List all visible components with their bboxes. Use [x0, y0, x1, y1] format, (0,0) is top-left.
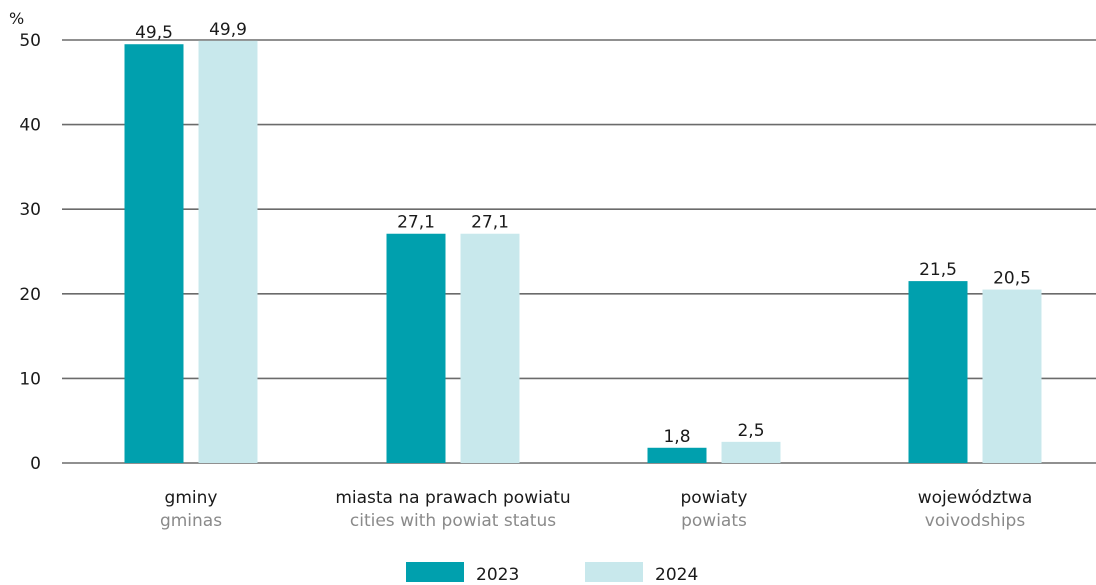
data-label: 21,5 [919, 260, 957, 280]
y-tick-label: 0 [30, 454, 41, 474]
bar-2024-3 [982, 289, 1042, 463]
data-label: 2,5 [737, 421, 764, 441]
category-label-pl: powiaty [681, 488, 748, 508]
y-tick-label: 20 [19, 285, 41, 305]
bar-2023-2 [647, 447, 707, 463]
bar-2024-2 [721, 441, 781, 463]
bars [124, 40, 1042, 463]
y-axis-tick-labels: 0 10 20 30 40 50 [19, 31, 41, 474]
legend-swatch-2024 [585, 562, 643, 582]
bar-2024-1 [460, 233, 520, 463]
category-label-en: powiats [681, 511, 747, 531]
bar-2023-3 [908, 281, 968, 463]
category-label-en: voivodships [925, 511, 1026, 531]
legend-label: 2023 [476, 565, 519, 585]
y-tick-label: 40 [19, 116, 41, 136]
data-label: 49,5 [135, 23, 173, 43]
y-tick-label: 30 [19, 200, 41, 220]
category-label-pl: gminy [165, 488, 218, 508]
bar-2024-0 [198, 40, 258, 463]
data-labels: 49,5 27,1 1,8 21,5 49,9 27,1 2,5 20,5 [135, 20, 1031, 447]
category-label-pl: województwa [918, 488, 1033, 508]
bar-2023-1 [386, 233, 446, 463]
y-tick-label: 10 [19, 369, 41, 389]
data-label: 20,5 [993, 269, 1031, 289]
bar-2023-0 [124, 44, 184, 463]
data-label: 49,9 [209, 20, 247, 40]
data-label: 1,8 [663, 427, 690, 447]
y-tick-label: 50 [19, 31, 41, 51]
category-label-pl: miasta na prawach powiatu [335, 488, 570, 508]
category-label-en: gminas [160, 511, 222, 531]
legend: 2023 2024 [406, 562, 698, 585]
category-label-en: cities with powiat status [350, 511, 556, 531]
data-label: 27,1 [397, 213, 435, 233]
legend-label: 2024 [655, 565, 698, 585]
data-label: 27,1 [471, 213, 509, 233]
y-axis-unit-label: % [9, 9, 24, 28]
legend-swatch-2023 [406, 562, 464, 582]
category-labels: gminy gminas miasta na prawach powiatu citi… [160, 488, 1032, 531]
